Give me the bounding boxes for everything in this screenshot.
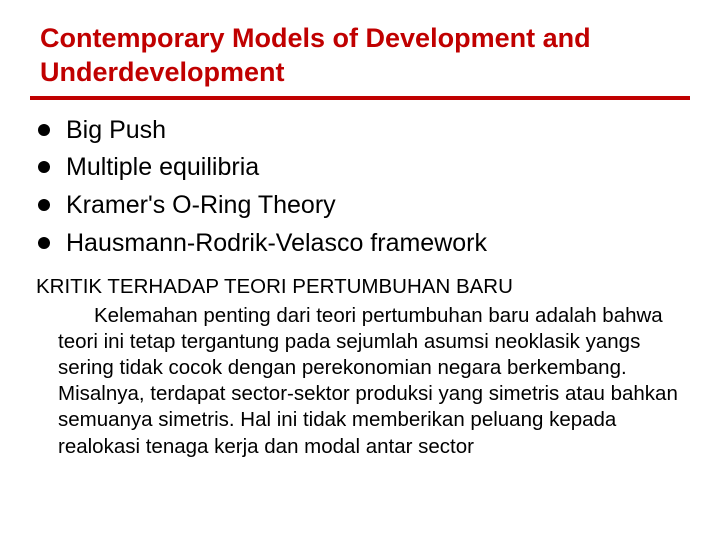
list-item: Hausmann-Rodrik-Velasco framework <box>38 227 690 261</box>
subheading: KRITIK TERHADAP TEORI PERTUMBUHAN BARU <box>30 275 690 299</box>
list-item: Kramer's O-Ring Theory <box>38 189 690 223</box>
bullet-text: Hausmann-Rodrik-Velasco framework <box>66 227 487 261</box>
bullet-dot-icon <box>38 199 50 211</box>
bullet-text: Kramer's O-Ring Theory <box>66 189 336 223</box>
bullet-dot-icon <box>38 237 50 249</box>
list-item: Big Push <box>38 114 690 148</box>
bullet-text: Multiple equilibria <box>66 151 259 185</box>
title-underline <box>30 96 690 100</box>
slide-title: Contemporary Models of Development and U… <box>30 22 690 90</box>
bullet-list: Big Push Multiple equilibria Kramer's O-… <box>30 114 690 261</box>
body-paragraph: Kelemahan penting dari teori pertumbuhan… <box>30 303 690 460</box>
bullet-dot-icon <box>38 124 50 136</box>
bullet-dot-icon <box>38 161 50 173</box>
bullet-text: Big Push <box>66 114 166 148</box>
list-item: Multiple equilibria <box>38 151 690 185</box>
